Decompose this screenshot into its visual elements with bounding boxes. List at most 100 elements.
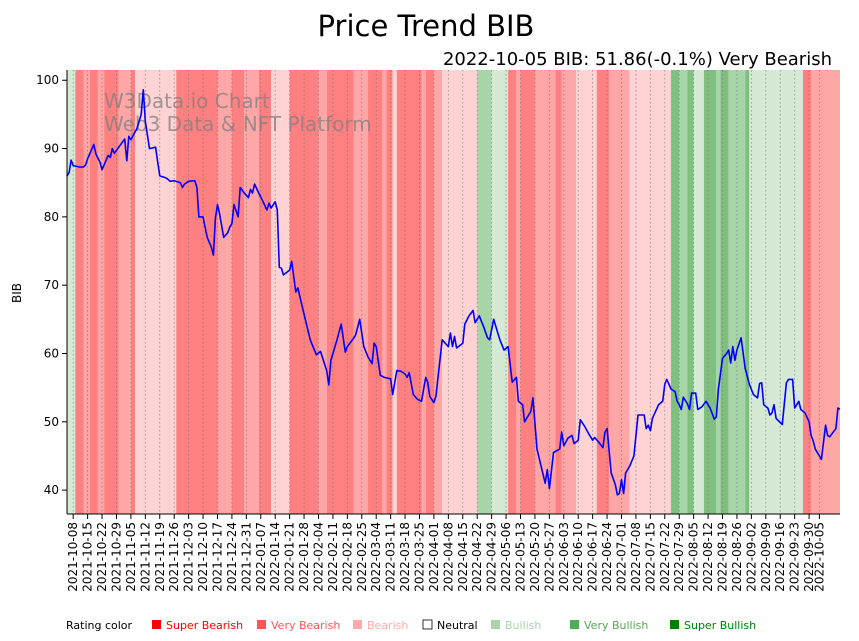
rating-band: [442, 70, 463, 514]
x-tick-label: 2022-01-28: [297, 522, 311, 592]
rating-band: [520, 70, 535, 514]
x-tick-label: 2022-10-05: [812, 522, 826, 592]
legend-label: Very Bullish: [584, 619, 648, 632]
x-tick-label: 2022-04-29: [485, 522, 499, 592]
legend-title: Rating color: [66, 619, 133, 632]
x-tick-label: 2021-12-10: [196, 522, 210, 592]
rating-band: [326, 70, 354, 514]
rating-band: [811, 70, 840, 514]
x-tick-label: 2021-11-19: [153, 522, 167, 592]
x-tick-label: 2022-04-08: [441, 522, 455, 592]
x-tick-label: 2022-01-07: [254, 522, 268, 592]
rating-band: [97, 70, 105, 514]
x-tick-label: 2022-08-12: [701, 522, 715, 592]
x-tick-label: 2022-07-22: [658, 522, 672, 592]
y-tick-label: 80: [44, 210, 59, 224]
watermark-line-1: W3Data.io Chart: [104, 89, 270, 113]
rating-band: [118, 70, 131, 514]
x-tick-label: 2022-09-09: [759, 522, 773, 592]
x-tick-label: 2021-10-22: [95, 522, 109, 592]
x-tick-label: 2022-01-21: [283, 522, 297, 592]
rating-band: [576, 70, 597, 514]
x-tick-label: 2022-06-24: [600, 522, 614, 592]
legend-label: Super Bullish: [684, 619, 756, 632]
rating-band: [561, 70, 577, 514]
rating-band: [382, 70, 387, 514]
rating-band: [83, 70, 90, 514]
rating-band: [130, 70, 136, 514]
legend-swatch: [670, 620, 679, 629]
rating-band: [596, 70, 610, 514]
legend-swatch: [353, 620, 362, 629]
rating-band: [802, 70, 812, 514]
rating-band: [89, 70, 98, 514]
x-tick-label: 2022-06-10: [571, 522, 585, 592]
rating-band: [318, 70, 327, 514]
x-tick-label: 2022-07-08: [629, 522, 643, 592]
rating-band: [244, 70, 259, 514]
rating-band: [508, 70, 517, 514]
x-axis-ticks: 2021-10-08 2021-10-15 2021-10-22 2021-10-29…: [66, 514, 826, 592]
legend-swatch: [152, 620, 161, 629]
x-tick-label: 2022-05-20: [528, 522, 542, 592]
x-tick-label: 2021-12-24: [225, 522, 239, 592]
legend-label: Super Bearish: [166, 619, 243, 632]
rating-band: [477, 70, 492, 514]
legend-label: Neutral: [437, 619, 478, 632]
x-tick-label: 2022-05-06: [499, 522, 513, 592]
x-tick-label: 2022-02-04: [311, 522, 325, 592]
x-tick-label: 2022-09-23: [788, 522, 802, 592]
rating-band: [555, 70, 562, 514]
x-tick-label: 2021-12-03: [182, 522, 196, 592]
rating-band: [433, 70, 443, 514]
rating-band: [289, 70, 319, 514]
x-tick-label: 2022-01-14: [268, 522, 282, 592]
rating-band: [609, 70, 630, 514]
price-line: [66, 89, 841, 496]
x-tick-label: 2022-04-15: [456, 522, 470, 592]
x-tick-label: 2022-02-18: [340, 522, 354, 592]
x-tick-label: 2022-04-22: [470, 522, 484, 592]
y-axis-label: BIB: [10, 283, 24, 303]
rating-band: [462, 70, 478, 514]
axes: [66, 70, 840, 515]
rating-band: [728, 70, 746, 514]
rating-band: [703, 70, 717, 514]
rating-band: [421, 70, 426, 514]
x-tick-label: 2021-10-29: [109, 522, 123, 592]
y-axis-ticks: 40 50 60 70 80 90 100: [36, 73, 67, 497]
x-tick-label: 2022-03-04: [369, 522, 383, 592]
y-tick-label: 90: [44, 142, 59, 156]
legend-label: Very Bearish: [271, 619, 340, 632]
chart-subtitle: 2022-10-05 BIB: 51.86(-0.1%) Very Bearis…: [443, 49, 832, 70]
legend-label: Bearish: [367, 619, 408, 632]
y-tick-label: 40: [44, 483, 59, 497]
x-tick-label: 2022-09-02: [744, 522, 758, 592]
rating-band: [670, 70, 680, 514]
legend-swatch: [491, 620, 500, 629]
rating-band: [687, 70, 694, 514]
x-tick-label: 2021-11-26: [167, 522, 181, 592]
legend-swatch: [570, 620, 579, 629]
y-tick-label: 70: [44, 278, 59, 292]
rating-band: [693, 70, 704, 514]
x-tick-label: 2022-07-29: [672, 522, 686, 592]
x-tick-label: 2021-12-17: [210, 522, 224, 592]
x-tick-label: 2022-05-27: [542, 522, 556, 592]
x-tick-label: 2022-05-13: [513, 522, 527, 592]
y-tick-label: 50: [44, 415, 59, 429]
rating-band: [271, 70, 290, 514]
watermark: W3Data.io Chart Web3 Data & NFT Platform: [104, 89, 372, 136]
rating-band: [217, 70, 232, 514]
x-tick-label: 2022-09-16: [773, 522, 787, 592]
rating-band: [491, 70, 509, 514]
chart-title: Price Trend BIB: [318, 9, 535, 43]
rating-band: [745, 70, 750, 514]
legend-label: Bullish: [505, 619, 541, 632]
rating-band: [679, 70, 688, 514]
rating-band: [386, 70, 393, 514]
x-tick-label: 2022-06-03: [557, 522, 571, 592]
rating-band: [67, 70, 76, 514]
y-tick-label: 60: [44, 346, 59, 360]
x-tick-label: 2021-10-15: [81, 522, 95, 592]
